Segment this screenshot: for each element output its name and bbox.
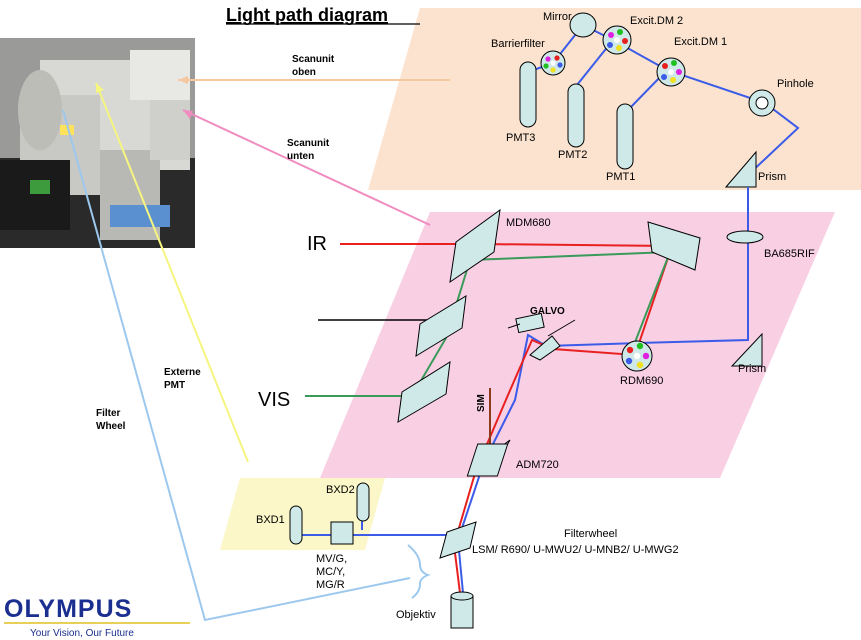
label-vis: VIS [258, 389, 290, 411]
label-externe-pmt-1: Externe [164, 367, 201, 378]
label-rdm690: RDM690 [620, 375, 663, 387]
pinhole [748, 89, 776, 117]
label-cube-3: MG/R [316, 579, 345, 591]
arrowhead-scanunit-oben [178, 76, 188, 84]
label-upper-prism: Prism [758, 171, 786, 183]
label-filter-wheel-1: Filter [96, 408, 121, 419]
middle-plate [415, 295, 467, 357]
label-barrierfilter: Barrierfilter [491, 38, 545, 50]
label-filter-wheel-2: Wheel [96, 421, 126, 432]
label-excit-dm2: Excit.DM 2 [630, 15, 683, 27]
pmt1-tube [616, 103, 634, 170]
upper-prism [724, 150, 757, 188]
label-adm720: ADM720 [516, 459, 559, 471]
label-filterwheel-list: LSM/ R690/ U-MWU2/ U-MNB2/ U-MWG2 [472, 544, 679, 556]
right-mirror-plate [647, 221, 701, 271]
upper-scanunit-panel [368, 8, 861, 190]
lower-blue-beam [456, 222, 749, 594]
label-bxd1: BXD1 [256, 514, 285, 526]
label-externe-pmt-2: PMT [164, 380, 185, 391]
label-pinhole: Pinhole [777, 78, 814, 90]
olympus-logo: OLYMPUS [4, 595, 132, 623]
label-bxd2: BXD2 [326, 484, 355, 496]
bxd1-tube [289, 505, 303, 545]
pointer-filter-wheel [62, 109, 411, 622]
label-cube-2: MC/Y, [316, 566, 345, 578]
label-objektiv: Objektiv [396, 609, 436, 621]
label-pmt1: PMT1 [606, 171, 635, 183]
label-pmt3: PMT3 [506, 132, 535, 144]
upper-mirror [569, 12, 597, 38]
excit-dm1-wheel [656, 57, 686, 87]
rdm690-wheel [621, 340, 653, 372]
label-scanunit-unten-1: Scanunit [287, 138, 330, 149]
label-sim: SIM [476, 394, 487, 412]
label-excit-dm1: Excit.DM 1 [674, 36, 727, 48]
filterwheel-brace [407, 544, 431, 599]
olympus-tagline: Your Vision, Our Future [30, 628, 134, 639]
arrowhead-scanunit-unten [183, 110, 193, 119]
barrierfilter-wheel [540, 50, 566, 76]
pointer-scanunit-unten [182, 109, 431, 226]
bxd-cube [330, 521, 354, 545]
label-ba685rif: BA685RIF [764, 248, 815, 260]
arrowhead-externe-pmt [96, 83, 104, 93]
label-mirror: Mirror [543, 11, 572, 23]
label-lower-prism: Prism [738, 363, 766, 375]
vis-beam [305, 250, 672, 397]
label-filterwheel: Filterwheel [564, 528, 617, 540]
label-cube-1: MV/G, [316, 553, 347, 565]
label-pmt2: PMT2 [558, 149, 587, 161]
excit-dm2-wheel [602, 25, 632, 55]
label-scanunit-unten-2: unten [287, 151, 314, 162]
ba685rif-filter [726, 230, 764, 244]
pointer-externe-pmt [95, 82, 249, 463]
bxd2-tube [356, 482, 370, 522]
label-scanunit-oben-1: Scanunit [292, 54, 335, 65]
mdm680-plate [449, 208, 501, 284]
objektiv [450, 591, 474, 629]
label-scanunit-oben-2: oben [292, 67, 316, 78]
label-mdm680: MDM680 [506, 217, 551, 229]
adm720-box [466, 443, 509, 477]
microscope-photo [0, 38, 195, 248]
lower-prism [730, 332, 763, 367]
pmt2-tube [567, 83, 585, 148]
page-title: Light path diagram [226, 5, 388, 25]
galvo-scanner [507, 312, 576, 361]
label-ir: IR [307, 233, 327, 255]
vis-plate [397, 361, 451, 423]
label-galvo: GALVO [530, 306, 565, 317]
pmt3-tube [519, 61, 537, 128]
filterwheel-cube [439, 521, 477, 559]
